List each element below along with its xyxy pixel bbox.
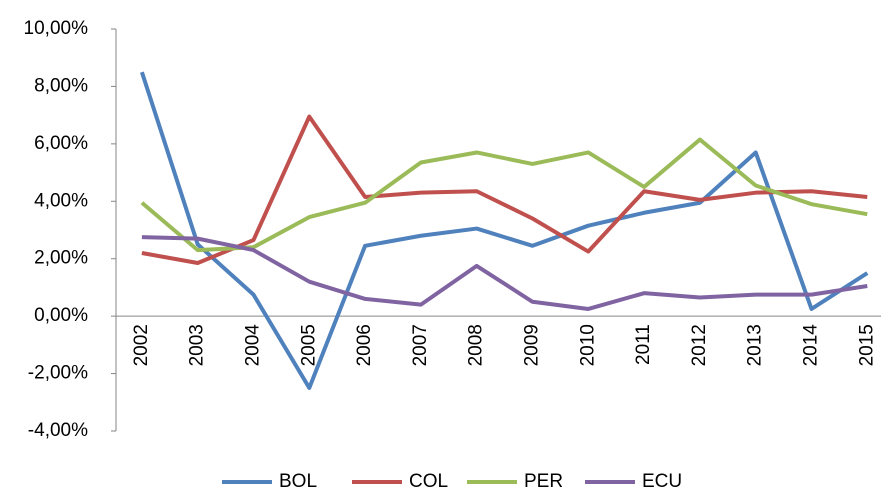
x-tick-label: 2011 [633,324,654,365]
legend-label: BOL [279,471,317,492]
x-tick-label: 2002 [131,324,152,366]
x-tick-label: 2007 [410,324,431,366]
x-tick-label: 2010 [577,324,598,366]
x-tick-label: 2014 [801,324,822,367]
y-tick-label: 0,00% [34,305,88,326]
y-tick-label: 6,00% [34,133,88,154]
x-tick-label: 2008 [466,324,487,366]
x-tick-label: 2009 [522,324,543,366]
y-tick-label: 8,00% [34,75,88,96]
x-tick-label: 2005 [298,324,319,366]
series-line [141,114,868,266]
series-line [139,71,869,390]
y-tick-label: 4,00% [34,190,88,211]
x-tick-label: 2012 [689,324,710,366]
y-tick-label: -4,00% [28,420,88,441]
x-tick-label: 2003 [187,324,208,366]
x-tick-label: 2004 [243,324,264,367]
legend-label: PER [524,471,563,492]
x-tick-label: 2013 [745,324,766,366]
x-tick-label: 2015 [856,324,877,366]
legend-label: COL [409,471,448,492]
y-tick-label: 10,00% [24,18,89,39]
y-tick-label: -2,00% [28,363,88,384]
series-line [140,137,868,253]
series-line [141,235,868,311]
y-tick-label: 2,00% [34,248,88,269]
legend-label: ECU [642,471,682,492]
x-tick-label: 2006 [354,324,375,366]
